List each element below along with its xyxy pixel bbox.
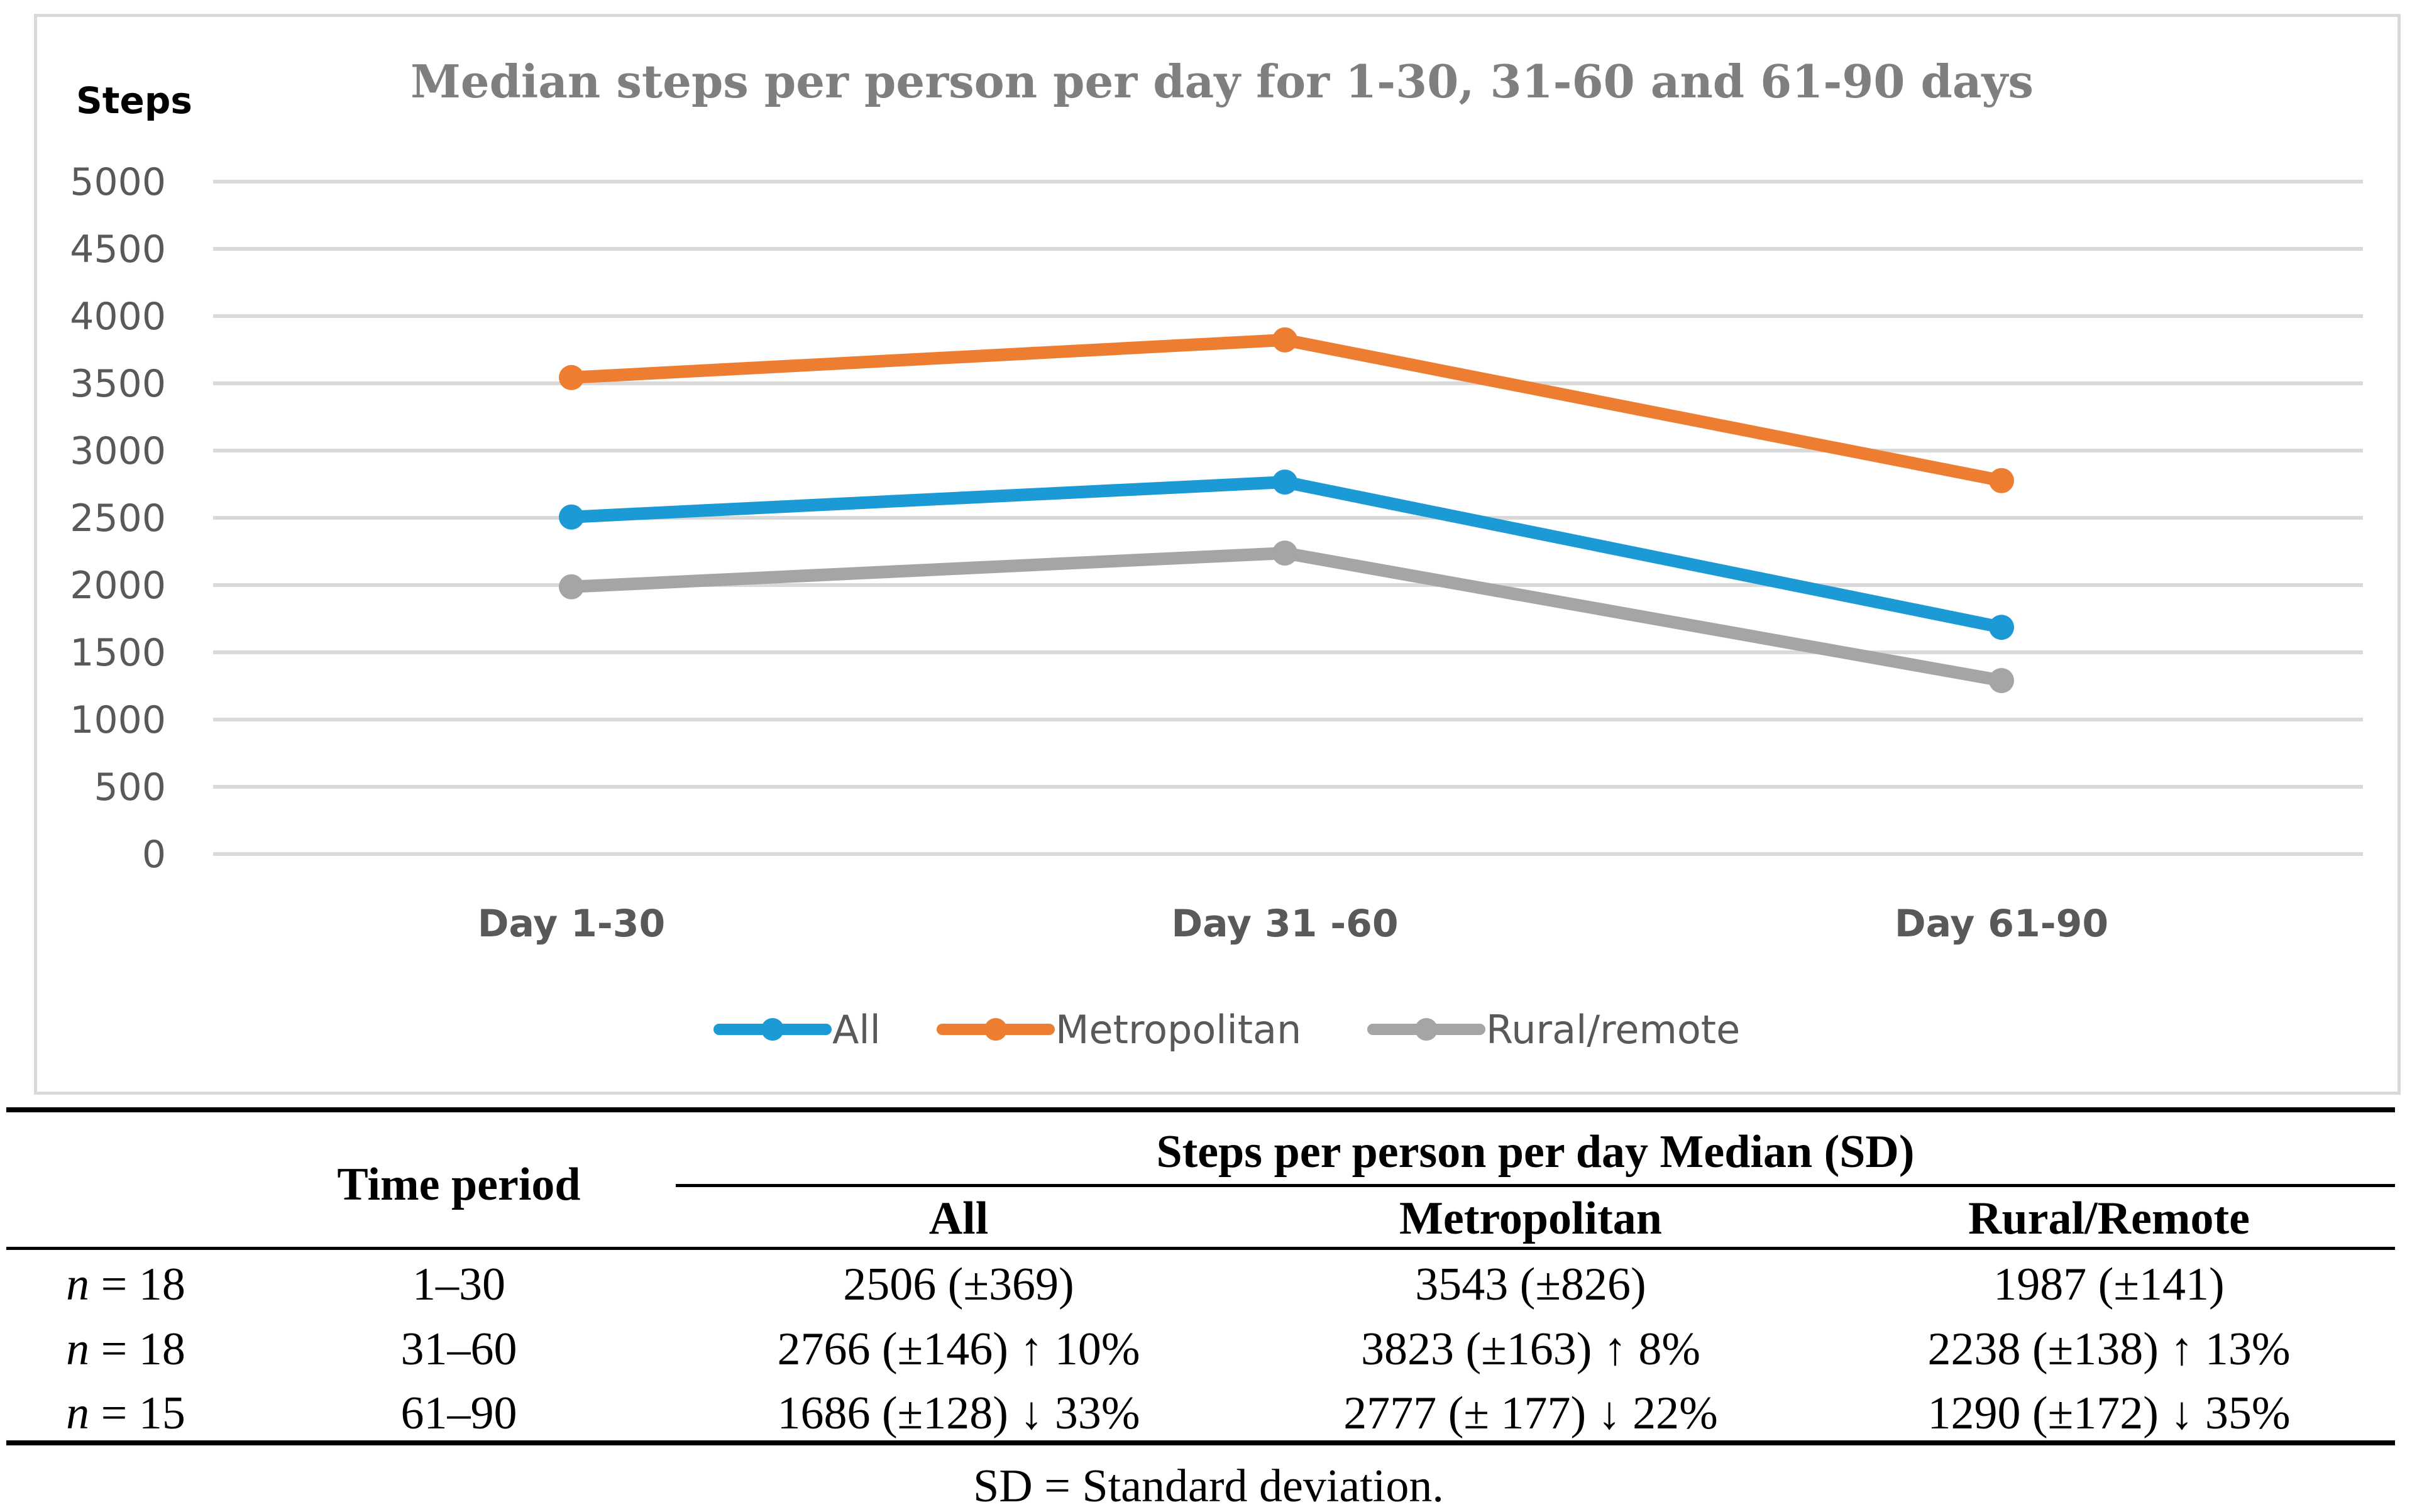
y-tick-label: 4000	[70, 295, 166, 339]
table-cell-metro: 2777 (± 177) ↓ 22%	[1343, 1388, 1718, 1439]
table-cell-metro: 3823 (±163) ↑ 8%	[1360, 1323, 1701, 1375]
series-line-rural-remote	[565, 547, 2008, 687]
y-tick-label: 4500	[70, 227, 166, 271]
legend-label-metropolitan: Metropolitan	[1055, 1007, 1301, 1053]
table-cell-period: 1–30	[412, 1259, 505, 1310]
y-tick-label: 5000	[70, 160, 166, 204]
table-cell-all: 2766 (±146) ↑ 10%	[777, 1323, 1140, 1375]
legend-label-all: All	[832, 1007, 881, 1053]
y-tick-label: 1500	[70, 631, 166, 675]
chart-title: Median steps per person per day for 1-30…	[410, 55, 2034, 108]
data-point-rural-remote	[1989, 667, 2014, 693]
data-point-metropolitan	[1989, 468, 2014, 493]
x-tick-label: Day 61-90	[1895, 902, 2108, 946]
x-tick-label: Day 1-30	[478, 902, 666, 946]
table-cell-all: 1686 (±128) ↓ 33%	[777, 1388, 1140, 1439]
table-cell-rural: 2238 (±138) ↑ 13%	[1927, 1323, 2291, 1375]
table-cell-period: 31–60	[400, 1323, 517, 1375]
legend-marker-metropolitan	[984, 1018, 1007, 1041]
y-tick-label: 3000	[70, 429, 166, 473]
table-row: n = 18	[66, 1259, 185, 1310]
table-bottom-rule	[6, 1440, 2395, 1445]
data-point-all	[1272, 469, 1297, 495]
table-top-rule	[6, 1107, 2395, 1112]
col-header-all: All	[928, 1193, 989, 1244]
table-cell-period: 61–90	[400, 1388, 517, 1439]
table-cell-rural: 1987 (±141)	[1993, 1259, 2225, 1310]
group-header-rule	[676, 1184, 2395, 1187]
chart-container: Steps Median steps per person per day fo…	[34, 14, 2401, 1095]
col-header-metropolitan: Metropolitan	[1399, 1193, 1662, 1244]
time-period-header: Time period	[337, 1159, 581, 1210]
legend-marker-all	[761, 1018, 784, 1041]
y-tick-label: 500	[94, 765, 166, 809]
table-cell-all: 2506 (±369)	[843, 1259, 1074, 1310]
table-cell-metro: 3543 (±826)	[1415, 1259, 1646, 1310]
y-tick-label: 0	[142, 833, 166, 877]
y-tick-label: 2500	[70, 496, 166, 540]
data-point-all	[1989, 615, 2014, 640]
y-tick-label: 1000	[70, 698, 166, 742]
data-point-all	[559, 504, 584, 530]
y-tick-label: 3500	[70, 362, 166, 406]
table-footnote: SD = Standard deviation.	[973, 1460, 1444, 1512]
header-bottom-rule	[6, 1247, 2395, 1250]
y-tick-label: 2000	[70, 564, 166, 608]
data-point-rural-remote	[1272, 540, 1297, 566]
table-row: n = 15	[66, 1388, 185, 1439]
x-tick-label: Day 31 -60	[1171, 902, 1398, 946]
col-header-rural: Rural/Remote	[1968, 1193, 2250, 1244]
legend-label-rural-remote: Rural/remote	[1486, 1007, 1740, 1053]
table-cell-rural: 1290 (±172) ↓ 35%	[1927, 1388, 2291, 1439]
group-header: Steps per person per day Median (SD)	[1156, 1126, 1915, 1178]
data-point-rural-remote	[559, 574, 584, 600]
y-axis-label: Steps	[76, 79, 192, 122]
legend-marker-rural-remote	[1415, 1018, 1438, 1041]
data-point-metropolitan	[559, 364, 584, 390]
series-line-metropolitan	[565, 333, 2008, 487]
line-chart: Steps Median steps per person per day fo…	[70, 55, 2363, 1053]
data-point-metropolitan	[1272, 327, 1297, 353]
table-row: n = 18	[66, 1323, 185, 1375]
